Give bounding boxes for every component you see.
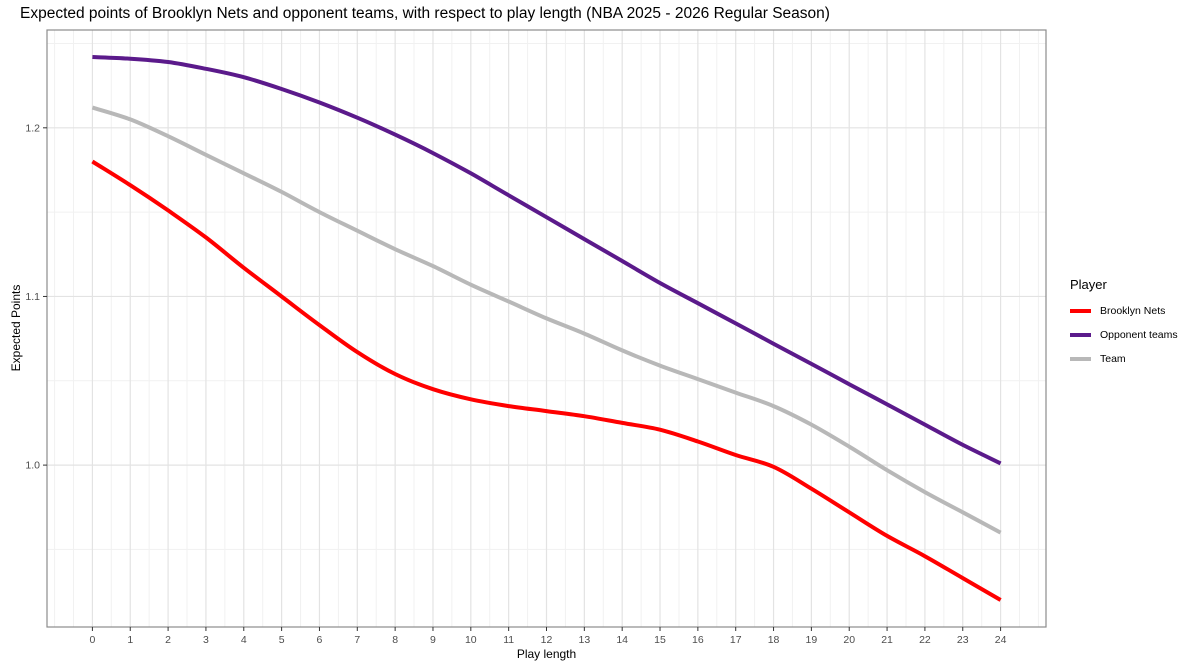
x-tick-label: 22 [919,634,931,646]
x-tick-label: 18 [768,634,780,646]
x-tick-label: 21 [881,634,893,646]
x-tick-label: 5 [279,634,285,646]
legend-swatch-opponent-teams [1070,333,1091,337]
x-tick-label: 2 [165,634,171,646]
legend: Player Brooklyn Nets Opponent teams Team [1070,277,1178,371]
x-axis-title: Play length [516,647,577,661]
legend-entries: Brooklyn Nets Opponent teams Team [1070,299,1178,371]
x-tick-label: 4 [241,634,247,646]
legend-swatch-brooklyn-nets [1070,309,1091,313]
x-tick-label: 24 [995,634,1007,646]
x-tick-label: 15 [654,634,666,646]
x-tick-label: 1 [127,634,133,646]
chart-title: Expected points of Brooklyn Nets and opp… [20,5,830,22]
x-tick-label: 17 [730,634,742,646]
x-tick-label: 13 [578,634,590,646]
x-tick-label: 10 [465,634,477,646]
x-tick-label: 6 [317,634,323,646]
legend-title: Player [1070,277,1107,292]
curve-opponent-teams [92,55,1002,466]
x-tick-label: 11 [503,634,514,646]
x-tick-label: 20 [843,634,855,646]
legend-item-label: Team [1100,353,1126,365]
y-tick-label: 1.2 [25,122,40,134]
legend-item-label: Brooklyn Nets [1100,305,1166,317]
x-tick-label: 23 [957,634,969,646]
x-tick-label: 9 [430,634,436,646]
x-tick-label: 12 [541,634,553,646]
x-tick-label: 14 [616,634,628,646]
curve-team [91,105,1002,535]
y-axis-title: Expected Points [9,284,23,372]
x-tick-label: 0 [89,634,95,646]
x-tick-label: 3 [203,634,209,646]
legend-item-brooklyn-nets: Brooklyn Nets [1070,299,1178,323]
x-tick-label: 7 [354,634,360,646]
x-tick-label: 8 [392,634,398,646]
x-tick-label: 19 [806,634,818,646]
y-tick-label: 1.0 [25,460,40,472]
x-tick-label: 16 [692,634,704,646]
legend-swatch-team [1070,357,1091,361]
curve-brooklyn-nets [91,159,1002,602]
legend-item-team: Team [1070,347,1178,371]
legend-item-label: Opponent teams [1100,329,1178,341]
y-tick-label: 1.1 [25,291,40,303]
legend-item-opponent-teams: Opponent teams [1070,323,1178,347]
